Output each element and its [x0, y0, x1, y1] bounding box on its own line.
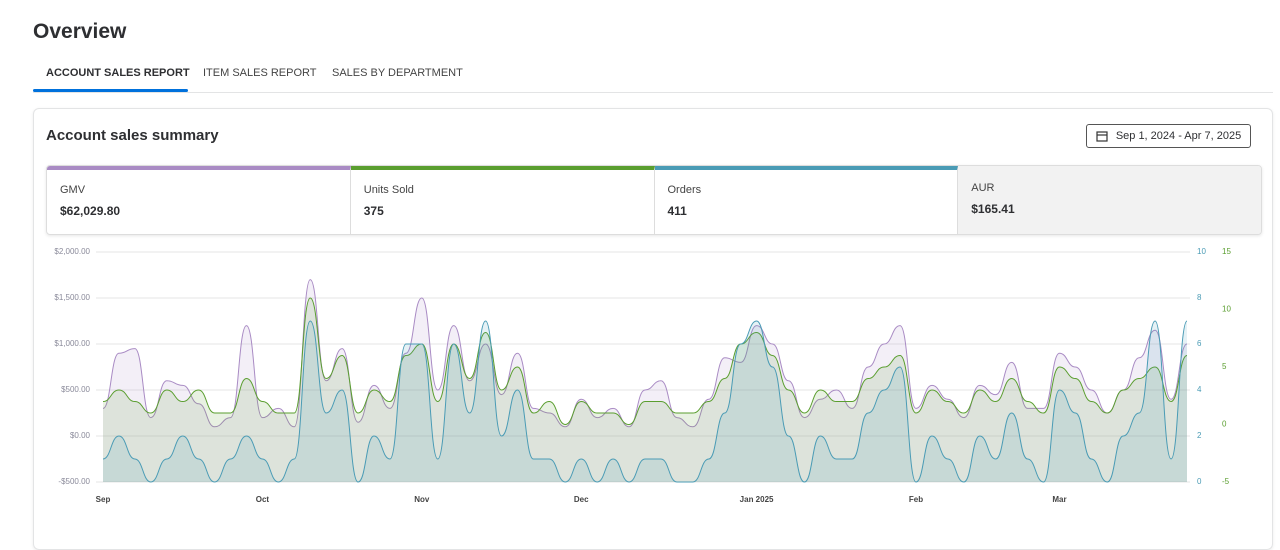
date-range: Sep 1, 2024 - Apr 7, 2025	[1115, 130, 1242, 142]
y3-tick-label: 0	[1222, 420, 1227, 429]
y-tick-label: $1,500.00	[54, 293, 90, 302]
calendar-icon	[1096, 131, 1108, 142]
metric-value: 375	[363, 204, 384, 218]
metric-tile[interactable]: AUR $165.41	[958, 166, 1261, 234]
series-line	[102, 279, 1188, 428]
x-tick-label: Dec	[574, 495, 589, 504]
y3-tick-label: -5	[1222, 477, 1230, 486]
x-tick-label: Jan 2025	[740, 495, 774, 504]
date-picker[interactable]: Sep 1, 2024 - Apr 7, 2025	[1086, 124, 1251, 148]
tab[interactable]: ITEM SALES REPORT	[203, 67, 317, 79]
y2-tick-label: 8	[1197, 293, 1202, 302]
y2-tick-label: 4	[1197, 385, 1202, 394]
x-tick-label: Mar	[1052, 495, 1066, 504]
area-fill	[103, 279, 1187, 482]
y3-tick-label: 10	[1222, 305, 1231, 314]
tab[interactable]: ACCOUNT SALES REPORT	[46, 67, 190, 79]
y-tick-label: $500.00	[61, 385, 90, 394]
y2-tick-label: 2	[1197, 431, 1202, 440]
tab[interactable]: SALES BY DEPARTMENT	[332, 67, 463, 79]
metric-label: Orders	[667, 184, 702, 196]
metric-tile[interactable]: GMV $62,029.80	[47, 166, 351, 234]
metric-tile[interactable]: Orders 411	[654, 166, 959, 234]
page-title: Overview	[33, 20, 127, 43]
metric-value: $165.41	[971, 202, 1015, 216]
area-fill	[103, 321, 1187, 482]
metric-label: Units Sold	[363, 184, 414, 196]
metrics-row: GMV $62,029.80 Units Sold 375 Orders 411 AU…	[46, 165, 1262, 235]
chart: -$500.00 $0.00 $500.00 $1,000.00 $1,500.00 $2…	[54, 247, 1231, 504]
y2-tick-label: 0	[1197, 477, 1202, 486]
y-tick-label: $0.00	[70, 431, 91, 440]
y3-tick-label: 5	[1222, 362, 1227, 371]
y-tick-label: -$500.00	[58, 477, 90, 486]
y2-tick-label: 10	[1197, 247, 1206, 256]
divider	[33, 92, 1273, 93]
x-tick-label: Feb	[909, 495, 923, 504]
x-tick-label: Nov	[414, 495, 430, 504]
y2-tick-label: 6	[1197, 339, 1202, 348]
tab-underline	[33, 89, 188, 92]
series-line	[102, 297, 1188, 426]
card-title: Account sales summary	[46, 127, 219, 144]
metric-value: 411	[667, 204, 687, 218]
y-tick-label: $1,000.00	[54, 339, 90, 348]
metric-value: $62,029.80	[60, 204, 121, 218]
y3-tick-label: 15	[1222, 247, 1231, 256]
page: {"header": {"title": "Overview"}, "tabs"…	[33, 20, 1273, 550]
x-tick-label: Sep	[96, 495, 111, 504]
metric-label: AUR	[971, 182, 995, 194]
y-tick-label: $2,000.00	[54, 247, 90, 256]
x-tick-label: Oct	[256, 495, 270, 504]
metric-tile[interactable]: Units Sold 375	[350, 166, 655, 234]
metric-label: GMV	[60, 184, 86, 196]
series-line	[102, 320, 1188, 483]
